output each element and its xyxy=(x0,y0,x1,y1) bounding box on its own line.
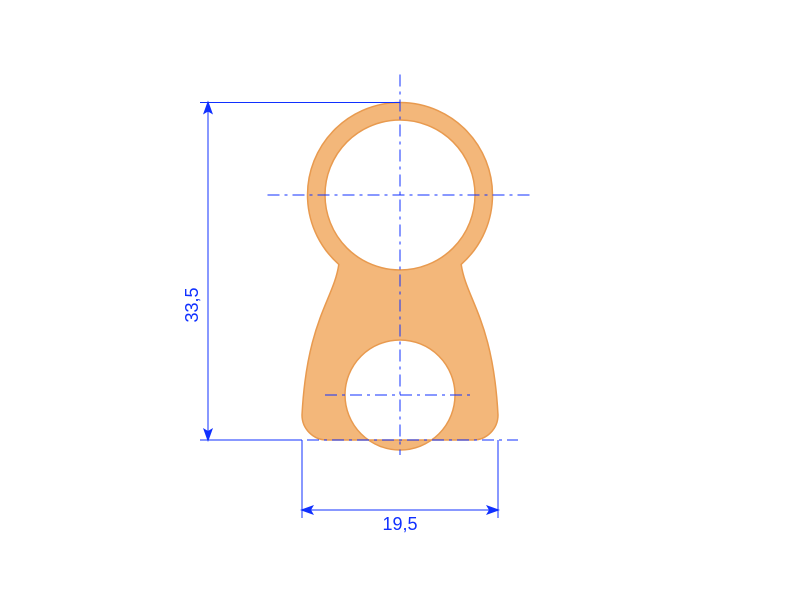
dimension-height-label: 33,5 xyxy=(182,287,202,322)
dimension-width-label: 19,5 xyxy=(382,514,417,534)
